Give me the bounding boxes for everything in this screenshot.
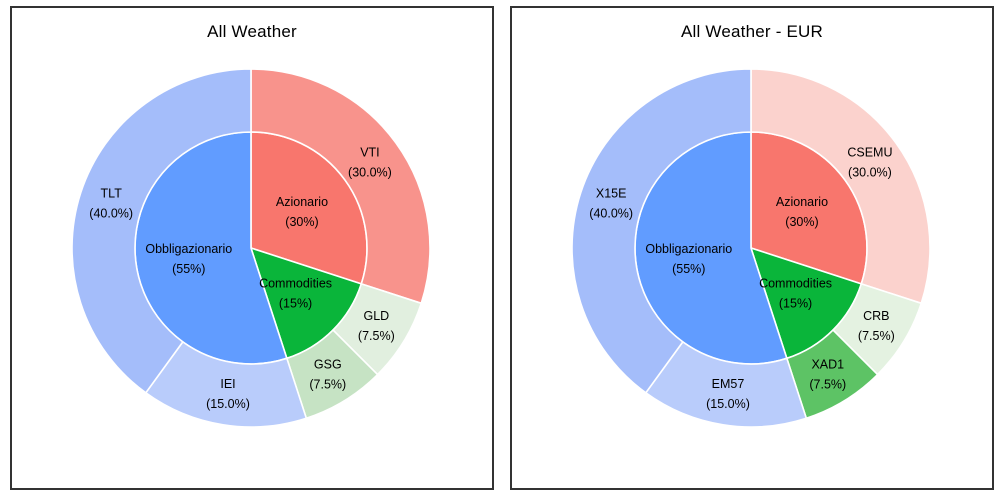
segment-label-commodities: Commodities (15%) bbox=[259, 277, 332, 311]
segment-label-csemu: CSEMU (30.0%) bbox=[847, 146, 892, 180]
segment-csemu bbox=[750, 68, 931, 305]
segment-vti bbox=[250, 68, 431, 305]
segment-label-tlt: TLT (40.0%) bbox=[89, 187, 133, 221]
chart-title: All Weather bbox=[207, 22, 297, 41]
segment-label-commodities: Commodities (15%) bbox=[759, 277, 832, 311]
segment-label-x15e: X15E (40.0%) bbox=[589, 187, 633, 221]
segment-label-iei: IEI (15.0%) bbox=[206, 377, 250, 411]
segment-label-em57: EM57 (15.0%) bbox=[706, 377, 750, 411]
segment-x15e bbox=[571, 68, 752, 394]
segment-label-obbligazionario: Obbligazionario (55%) bbox=[645, 242, 732, 276]
segment-label-gsg: GSG (7.5%) bbox=[309, 357, 346, 391]
segment-tlt bbox=[71, 68, 252, 394]
segment-label-xad1: XAD1 (7.5%) bbox=[809, 357, 846, 391]
chart-panel-all-weather: Azionario (30%) Commodities (15%) Obbligazio… bbox=[10, 6, 494, 490]
segment-label-obbligazionario: Obbligazionario (55%) bbox=[145, 242, 232, 276]
donut-chart-all-weather-eur: Azionario (30%) Commodities (15%) Obbligazio… bbox=[571, 68, 931, 428]
chart-panel-all-weather-eur: Azionario (30%) Commodities (15%) Obbligazio… bbox=[510, 6, 994, 490]
chart-title: All Weather - EUR bbox=[681, 22, 823, 41]
donut-chart-all-weather: Azionario (30%) Commodities (15%) Obbligazio… bbox=[71, 68, 431, 428]
segment-label-azionario: Azionario (30%) bbox=[276, 195, 328, 229]
segment-label-azionario: Azionario (30%) bbox=[776, 195, 828, 229]
segment-label-crb: CRB (7.5%) bbox=[858, 309, 895, 343]
segment-label-vti: VTI (30.0%) bbox=[348, 146, 392, 180]
segment-label-gld: GLD (7.5%) bbox=[358, 309, 395, 343]
